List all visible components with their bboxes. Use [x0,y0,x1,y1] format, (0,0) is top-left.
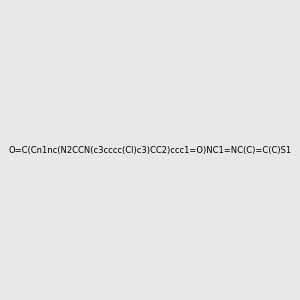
Text: O=C(Cn1nc(N2CCN(c3cccc(Cl)c3)CC2)ccc1=O)NC1=NC(C)=C(C)S1: O=C(Cn1nc(N2CCN(c3cccc(Cl)c3)CC2)ccc1=O)… [8,146,292,154]
